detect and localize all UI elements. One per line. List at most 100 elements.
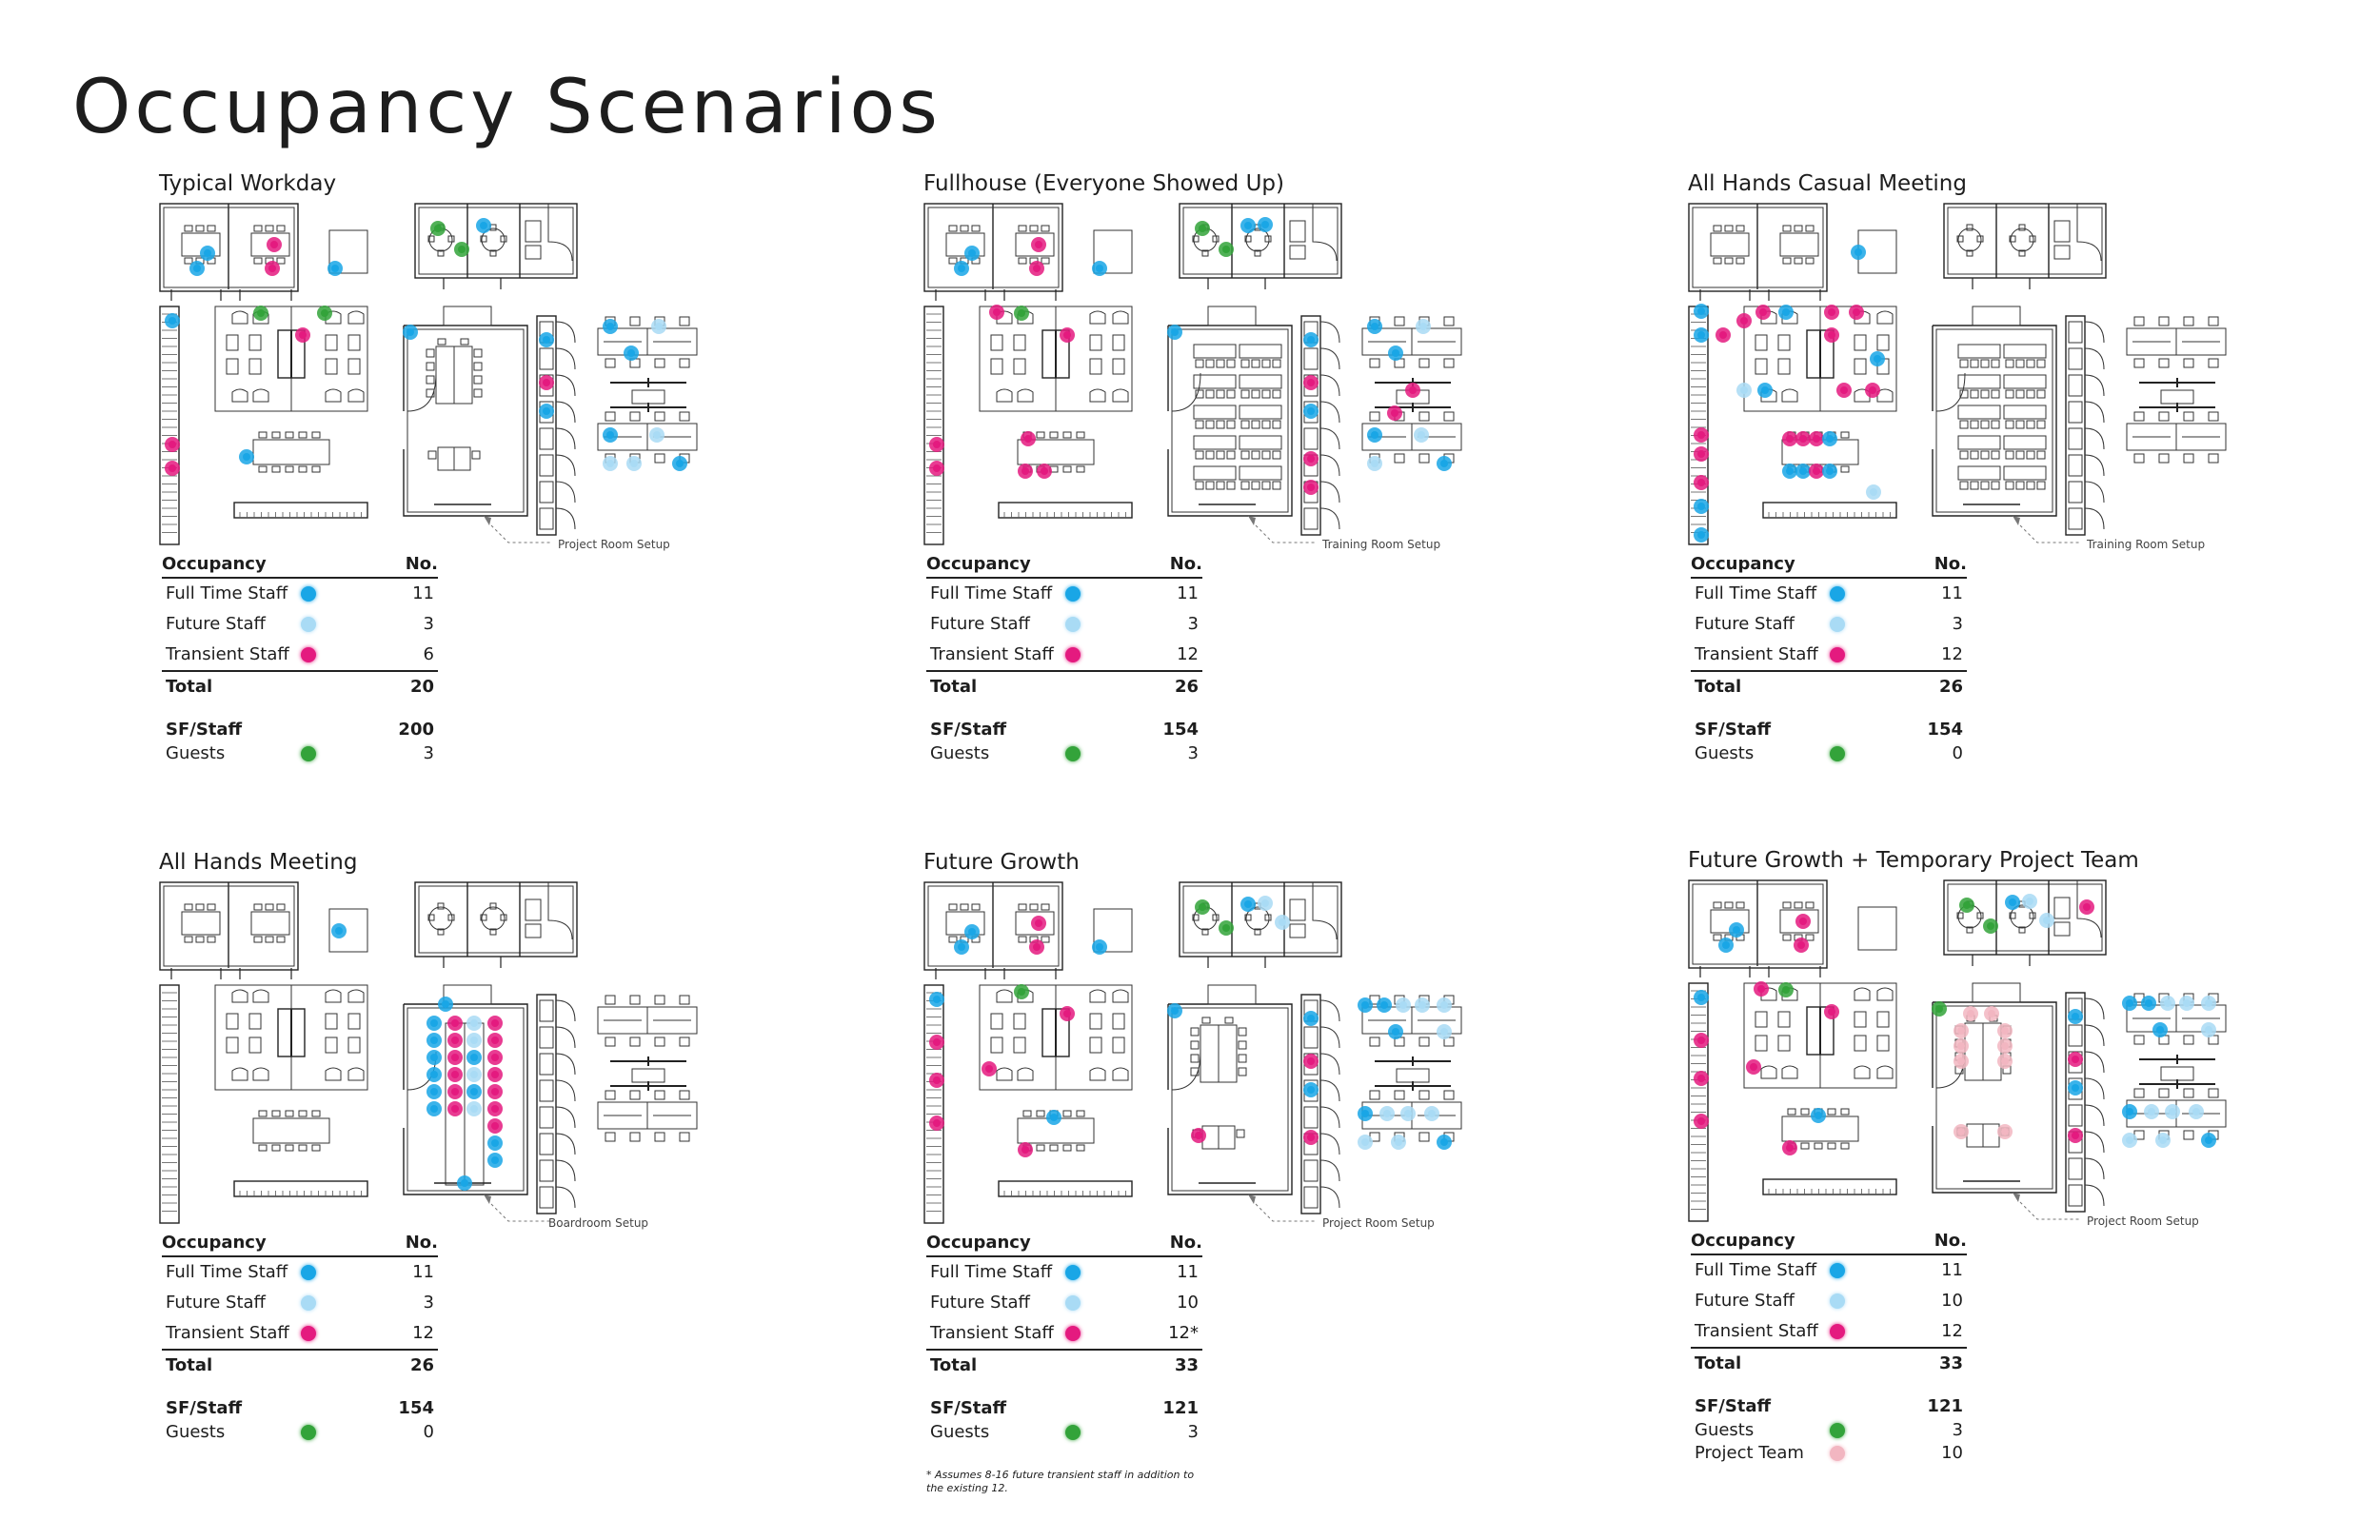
row-label: Future Staff [1695,1291,1795,1311]
collab-table [1762,1108,1897,1195]
row-label: Full Time Staff [930,583,1053,603]
table-row: Transient Staff 6 [162,640,438,670]
locker-column [536,994,576,1214]
row-label: Full Time Staff [1695,1260,1817,1280]
row-label: Future Staff [166,1293,266,1313]
floor-plan [1688,203,2227,545]
guests-row: Guests 3 [162,742,438,765]
occupancy-table: Occupancy No. Full Time Staff 11 Future Staf… [926,1234,1202,1444]
table-header: Occupancy No. [926,1234,1202,1257]
left-storage-strip [159,984,180,1224]
room-setup-label: Training Room Setup [2087,538,2206,551]
total-label: Total [166,677,213,697]
open-lounge [1743,306,1897,412]
row-label: Future Staff [930,1293,1030,1313]
row-value: 12 [412,1323,434,1343]
legend-dot-full_time [301,1265,316,1280]
header-number: No. [1934,1231,1967,1251]
sf-label: SF/Staff [930,1398,1007,1418]
total-row: Total 33 [926,1349,1202,1381]
legend-dot-guest [301,746,316,761]
locker-column [2065,315,2105,536]
guests-row: Guests 0 [162,1421,438,1444]
open-lounge [979,306,1133,412]
legend-dot-future [1830,1293,1845,1309]
row-value: 11 [412,583,434,603]
total-value: 20 [409,677,434,697]
row-value: 11 [1941,1260,1963,1280]
page-title: Occupancy Scenarios [72,65,942,150]
table-row: Transient Staff 12 [1691,640,1967,670]
table-header: Occupancy No. [162,556,438,579]
bench-desks [2126,316,2227,464]
room-setup-label: Project Room Setup [2087,1214,2199,1228]
floor-plan [159,203,698,545]
total-label: Total [1695,1353,1742,1373]
row-label: Transient Staff [1695,1321,1818,1341]
header-number: No. [1169,1233,1202,1253]
scenario-panel-fullhouse: Fullhouse (Everyone Showed Up) Training R… [837,173,1560,839]
header-occupancy: Occupancy [1691,554,1795,574]
row-value: 11 [412,1262,434,1282]
room-setup-label: Boardroom Setup [548,1216,649,1230]
footnote: * Assumes 8-16 future transient staff in… [926,1469,1195,1495]
row-label: Future Staff [166,614,266,634]
row-value: 10 [1941,1291,1963,1311]
left-storage-strip [923,306,944,545]
project-room [1167,984,1293,1195]
legend-dot-future [301,1295,316,1311]
header-occupancy: Occupancy [926,1233,1031,1253]
collab-table [998,431,1133,519]
room-setup-label: Project Room Setup [1322,1216,1435,1230]
row-value: 11 [1177,583,1199,603]
header-number: No. [405,554,438,574]
top-phone-rooms [1857,879,2107,966]
table-row: Full Time Staff 11 [1691,579,1967,609]
legend-dot-transient [1830,1324,1845,1339]
scenario-title: All Hands Casual Meeting [1688,171,1967,196]
bench-desks [597,316,698,464]
table-row: Transient Staff 12 [162,1318,438,1349]
row-label: Transient Staff [930,644,1054,664]
table-row: Full Time Staff 11 [926,1257,1202,1288]
table-row: Future Staff 3 [162,1288,438,1318]
open-lounge [214,306,368,412]
scenario-title: Typical Workday [159,171,337,196]
row-value: 3 [1952,614,1963,634]
legend-dot-full_time [301,586,316,602]
sf-value: 121 [1162,1398,1199,1418]
table-row: Future Staff 3 [926,609,1202,640]
row-label: Future Staff [930,614,1030,634]
guests-value: 0 [423,1422,434,1442]
legend-dot-guest [301,1425,316,1440]
row-value: 3 [423,614,434,634]
floor-plan [1688,879,2227,1222]
legend-dot-guest [1065,1425,1081,1440]
row-label: Transient Staff [930,1323,1054,1343]
top-phone-rooms [328,203,578,289]
floor-plan [923,203,1462,545]
locker-column [1300,315,1340,536]
top-meeting-rooms [923,203,1063,301]
sf-staff-row: SF/Staff 154 [1691,718,1967,742]
table-row: Transient Staff 12* [926,1318,1202,1349]
legend-dot-full_time [1830,1263,1845,1278]
scenario-panel-all-hands-casual: All Hands Casual Meeting Training Room Se… [1601,173,2325,839]
scenario-panel-all-hands-meeting: All Hands Meeting Boardroom Setup Occupanc… [72,852,796,1518]
top-phone-rooms [328,881,578,968]
top-phone-rooms [1857,203,2107,289]
total-row: Total 26 [162,1349,438,1381]
row-value: 12* [1168,1323,1199,1343]
open-lounge [214,984,368,1091]
table-header: Occupancy No. [162,1234,438,1257]
row-label: Transient Staff [1695,644,1818,664]
table-row: Full Time Staff 11 [926,579,1202,609]
total-row: Total 26 [1691,670,1967,702]
row-value: 11 [1941,583,1963,603]
guests-label: Guests [930,1422,990,1442]
table-row: Full Time Staff 11 [1691,1255,1967,1286]
sf-staff-row: SF/Staff 121 [1691,1394,1967,1419]
guests-row: Guests 3 [926,742,1202,765]
locker-column [2065,992,2105,1213]
top-meeting-rooms [923,881,1063,979]
